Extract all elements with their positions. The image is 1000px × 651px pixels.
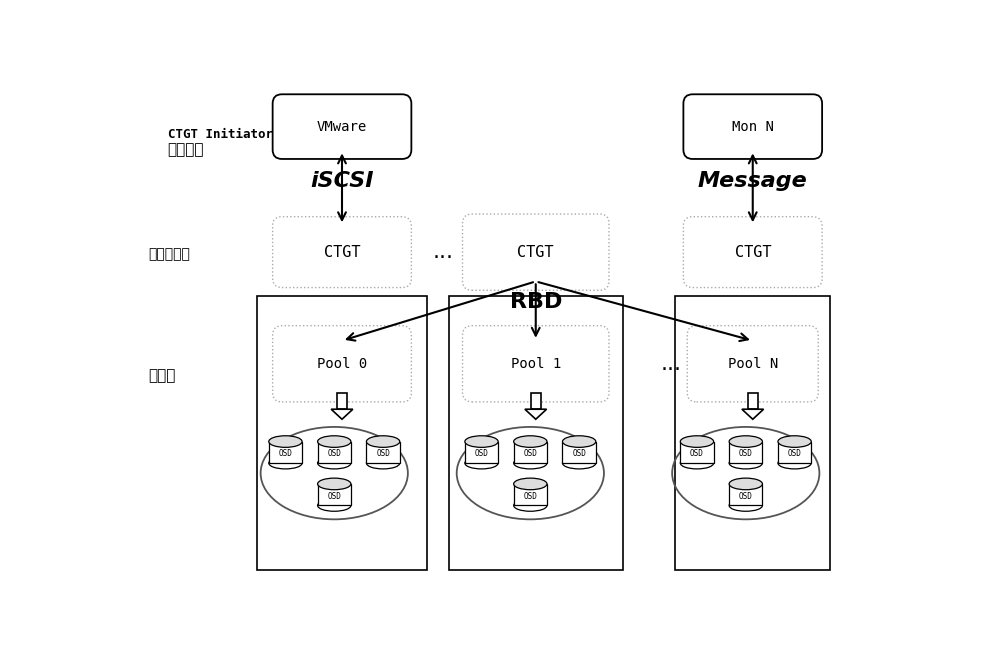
- FancyBboxPatch shape: [273, 326, 411, 402]
- Text: OSD: OSD: [739, 449, 753, 458]
- Text: OSD: OSD: [739, 492, 753, 501]
- Text: 存储层: 存储层: [148, 368, 176, 383]
- Ellipse shape: [269, 457, 302, 469]
- Ellipse shape: [729, 436, 762, 447]
- Text: CTGT: CTGT: [324, 245, 360, 260]
- Polygon shape: [742, 409, 764, 419]
- Bar: [729, 484, 762, 505]
- Bar: [318, 441, 351, 463]
- FancyBboxPatch shape: [683, 94, 822, 159]
- Text: OSD: OSD: [475, 449, 488, 458]
- Ellipse shape: [729, 457, 762, 469]
- Ellipse shape: [318, 500, 351, 511]
- Text: ...: ...: [432, 242, 453, 262]
- Bar: [729, 441, 762, 463]
- Bar: [562, 441, 596, 463]
- Ellipse shape: [318, 478, 351, 490]
- Text: VMware: VMware: [317, 120, 367, 133]
- Text: OSD: OSD: [376, 449, 390, 458]
- Bar: [465, 441, 498, 463]
- Polygon shape: [525, 409, 547, 419]
- Ellipse shape: [562, 436, 596, 447]
- Text: CTGT: CTGT: [734, 245, 771, 260]
- Ellipse shape: [269, 436, 302, 447]
- Text: Mon N: Mon N: [732, 120, 774, 133]
- Ellipse shape: [465, 457, 498, 469]
- Bar: [675, 296, 830, 570]
- Text: 管理集群: 管理集群: [168, 142, 204, 158]
- Ellipse shape: [318, 457, 351, 469]
- Text: ...: ...: [661, 353, 682, 374]
- Text: OSD: OSD: [523, 492, 537, 501]
- Bar: [778, 441, 811, 463]
- Ellipse shape: [318, 436, 351, 447]
- Ellipse shape: [514, 478, 547, 490]
- Text: CTGT: CTGT: [518, 245, 554, 260]
- Bar: [257, 296, 427, 570]
- Ellipse shape: [514, 436, 547, 447]
- Bar: [337, 393, 347, 409]
- Text: OSD: OSD: [788, 449, 802, 458]
- Ellipse shape: [465, 436, 498, 447]
- Ellipse shape: [514, 500, 547, 511]
- FancyBboxPatch shape: [273, 217, 411, 288]
- Text: Pool N: Pool N: [728, 357, 778, 371]
- FancyBboxPatch shape: [463, 326, 609, 402]
- Ellipse shape: [514, 457, 547, 469]
- FancyBboxPatch shape: [687, 326, 818, 402]
- Polygon shape: [331, 409, 353, 419]
- Text: Pool 1: Pool 1: [511, 357, 561, 371]
- Text: OSD: OSD: [690, 449, 704, 458]
- Text: OSD: OSD: [523, 449, 537, 458]
- Ellipse shape: [680, 457, 714, 469]
- Ellipse shape: [562, 457, 596, 469]
- Ellipse shape: [778, 457, 811, 469]
- Text: Pool 0: Pool 0: [317, 357, 367, 371]
- Text: Message: Message: [698, 171, 808, 191]
- Text: RBD: RBD: [510, 292, 562, 312]
- Text: OSD: OSD: [572, 449, 586, 458]
- Ellipse shape: [680, 436, 714, 447]
- Bar: [531, 393, 541, 409]
- Text: OSD: OSD: [278, 449, 292, 458]
- Bar: [748, 393, 758, 409]
- Bar: [449, 296, 623, 570]
- FancyBboxPatch shape: [463, 214, 609, 290]
- Bar: [366, 441, 400, 463]
- Ellipse shape: [366, 457, 400, 469]
- FancyBboxPatch shape: [273, 94, 411, 159]
- Bar: [514, 484, 547, 505]
- Ellipse shape: [729, 478, 762, 490]
- FancyBboxPatch shape: [683, 217, 822, 288]
- Text: CTGT Initiator: CTGT Initiator: [168, 128, 273, 141]
- Bar: [514, 441, 547, 463]
- Bar: [680, 441, 714, 463]
- Text: OSD: OSD: [327, 449, 341, 458]
- Text: 存储驱动层: 存储驱动层: [148, 247, 190, 262]
- Ellipse shape: [729, 500, 762, 511]
- Bar: [269, 441, 302, 463]
- Text: iSCSI: iSCSI: [310, 171, 374, 191]
- Ellipse shape: [778, 436, 811, 447]
- Ellipse shape: [366, 436, 400, 447]
- Bar: [318, 484, 351, 505]
- Text: OSD: OSD: [327, 492, 341, 501]
